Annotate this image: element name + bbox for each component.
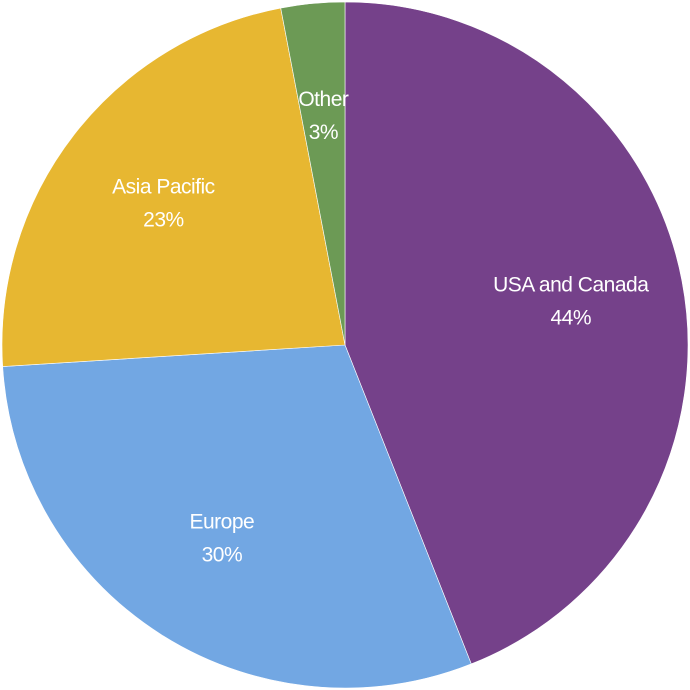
slice-label: Other [298, 88, 349, 111]
slice-label: USA and Canada [493, 273, 649, 296]
pie-slice [2, 344, 472, 689]
slice-label: Asia Pacific [112, 176, 215, 199]
pie-slice [280, 1, 346, 346]
pie-slice [344, 1, 689, 665]
slice-value-label: 44% [550, 306, 591, 329]
slice-value-label: 3% [309, 121, 338, 144]
slice-value-label: 23% [143, 209, 184, 232]
slice-label: Europe [190, 511, 255, 534]
pie-slice [1, 7, 346, 367]
slice-value-label: 30% [202, 544, 243, 567]
